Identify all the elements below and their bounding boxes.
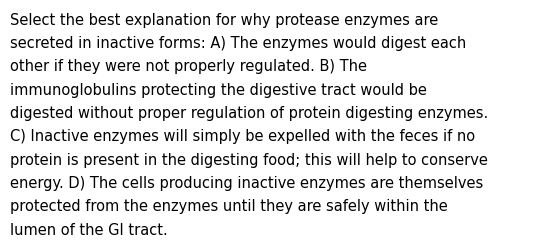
Text: other if they were not properly regulated. B) The: other if they were not properly regulate… <box>10 59 367 74</box>
Text: energy. D) The cells producing inactive enzymes are themselves: energy. D) The cells producing inactive … <box>10 175 483 190</box>
Text: C) Inactive enzymes will simply be expelled with the feces if no: C) Inactive enzymes will simply be expel… <box>10 129 475 144</box>
Text: digested without proper regulation of protein digesting enzymes.: digested without proper regulation of pr… <box>10 106 488 120</box>
Text: Select the best explanation for why protease enzymes are: Select the best explanation for why prot… <box>10 12 438 28</box>
Text: immunoglobulins protecting the digestive tract would be: immunoglobulins protecting the digestive… <box>10 82 427 97</box>
Text: protein is present in the digesting food; this will help to conserve: protein is present in the digesting food… <box>10 152 488 167</box>
Text: lumen of the GI tract.: lumen of the GI tract. <box>10 222 168 237</box>
Text: protected from the enzymes until they are safely within the: protected from the enzymes until they ar… <box>10 198 448 214</box>
Text: secreted in inactive forms: A) The enzymes would digest each: secreted in inactive forms: A) The enzym… <box>10 36 466 51</box>
